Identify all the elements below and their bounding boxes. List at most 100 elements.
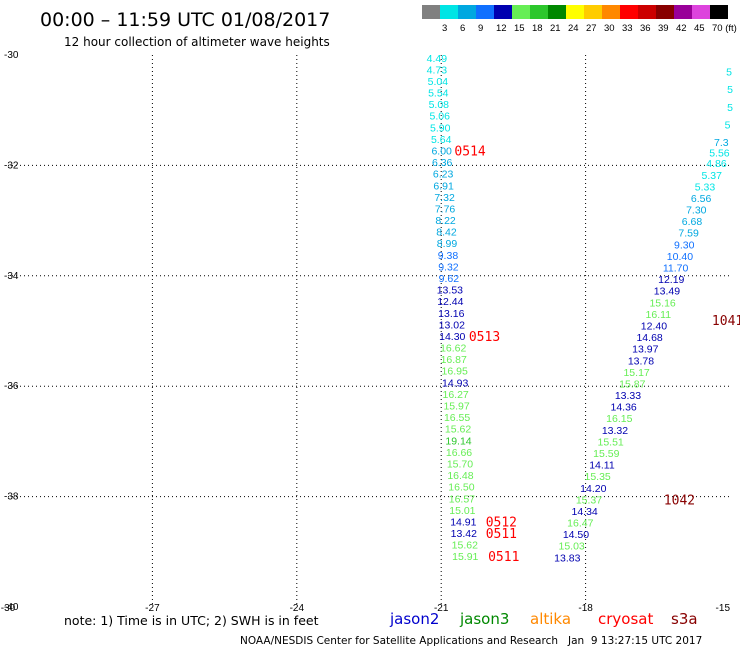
wave-height-value: 8.22 (435, 215, 456, 227)
wave-height-value: 13.42 (451, 528, 477, 540)
color-scale-swatch (584, 5, 602, 19)
wave-height-value: 13.83 (554, 552, 580, 564)
y-tick-label: -38 (4, 492, 19, 503)
y-tick-label: -36 (4, 381, 19, 392)
y-axis-ticks: -30 -32 -34 -36 -38 -40 (4, 50, 19, 613)
color-scale-swatch (692, 5, 710, 19)
x-tick-label: -30 (1, 603, 16, 614)
wave-height-value: 15.01 (449, 505, 475, 517)
wave-height-value: 13.97 (632, 344, 658, 356)
wave-height-value: 16.95 (442, 366, 468, 378)
wave-height-value: 5 (727, 84, 733, 96)
wave-height-value: 5.56 (709, 148, 730, 160)
color-scale-swatch (548, 5, 566, 19)
wave-height-value: 16.15 (606, 413, 632, 425)
pass-number-label: 0511 (486, 527, 517, 542)
grid-lines (8, 55, 730, 607)
figure-title: 00:00 – 11:59 UTC 01/08/2017 (40, 9, 330, 31)
color-scale-label: 9 (478, 23, 483, 34)
color-scale-label: 45 (694, 23, 705, 34)
pass-number-label: 0512 (486, 515, 517, 530)
wave-height-value: 13.33 (615, 390, 641, 402)
wave-height-value: 16.62 (440, 343, 466, 355)
color-scale-swatch (620, 5, 638, 19)
color-scale-swatch (458, 5, 476, 19)
color-scale-label: 39 (658, 23, 669, 34)
x-tick-label: -15 (716, 603, 731, 614)
wave-height-values: 4.494.735.045.545.085.065.905.646.006.36… (427, 53, 733, 565)
color-scale-label: 12 (496, 23, 507, 34)
color-scale-label: 42 (676, 23, 687, 34)
wave-height-value: 16.47 (567, 518, 593, 530)
wave-height-value: 5.04 (428, 76, 449, 88)
wave-height-value: 5.06 (430, 111, 451, 123)
wave-height-value: 15.97 (443, 401, 469, 413)
wave-height-value: 9.38 (438, 250, 459, 262)
plot-frame (8, 55, 730, 607)
wave-height-value: 16.48 (447, 470, 473, 482)
color-scale-swatch (476, 5, 494, 19)
wave-height-value: 5 (725, 120, 731, 132)
wave-height-value: 7.76 (435, 203, 456, 215)
x-tick-label: -18 (578, 603, 593, 614)
wave-height-value: 13.49 (654, 286, 680, 298)
satellite-legend: jason2 jason3 altika cryosat s3a (389, 610, 698, 628)
wave-height-value: 16.66 (446, 447, 472, 459)
wave-height-value: 6.23 (433, 169, 454, 181)
wave-height-value: 5.54 (428, 88, 449, 100)
color-scale-swatch (656, 5, 674, 19)
wave-height-value: 11.70 (663, 263, 689, 275)
color-scale-swatch (602, 5, 620, 19)
wave-height-value: 5 (727, 102, 733, 114)
color-scale-label: 30 (604, 23, 615, 34)
wave-height-value: 16.55 (444, 412, 470, 424)
wave-height-value: 15.16 (649, 297, 675, 309)
color-scale-label: 33 (622, 23, 633, 34)
wave-height-value: 7.3 (714, 137, 729, 149)
wave-height-value: 16.87 (441, 354, 467, 366)
wave-height-value: 14.68 (636, 332, 662, 344)
wave-height-value: 6.36 (432, 157, 453, 169)
color-scale-swatch (422, 5, 440, 19)
wave-height-value: 15.87 (619, 378, 645, 390)
plot-area: -30 -27 -24 -21 -18 -15 -30 -32 -34 -36 -38 -40 4.… (1, 50, 740, 614)
wave-height-value: 12.19 (658, 274, 684, 286)
wave-height-color-scale: 3 6 9 12 15 18 21 24 27 30 33 36 39 42 45 70 (ft) (422, 5, 737, 34)
wave-height-value: 19.14 (445, 435, 471, 447)
wave-height-value: 13.78 (628, 355, 654, 367)
wave-height-value: 16.27 (442, 389, 468, 401)
legend-entry-altika: altika (530, 610, 571, 628)
pass-number-label: 0514 (454, 144, 485, 159)
wave-height-value: 6.91 (433, 180, 454, 192)
wave-height-value: 9.30 (674, 239, 695, 251)
wave-height-value: 16.11 (646, 309, 672, 321)
wave-height-value: 4.73 (427, 64, 448, 76)
wave-height-value: 15.70 (447, 458, 473, 470)
color-scale-label: 70 (ft) (712, 23, 737, 34)
wave-height-value: 14.11 (589, 460, 615, 472)
wave-height-value: 15.37 (576, 494, 602, 506)
wave-height-value: 12.44 (437, 296, 463, 308)
wave-height-value: 14.20 (580, 483, 606, 495)
wave-height-value: 16.50 (448, 482, 474, 494)
wave-height-value: 5.33 (695, 181, 716, 193)
wave-height-value: 14.50 (563, 529, 589, 541)
wave-height-value: 12.40 (641, 320, 667, 332)
wave-height-value: 15.51 (597, 436, 623, 448)
wave-height-value: 6.56 (691, 193, 712, 205)
y-tick-label: -40 (4, 602, 19, 613)
wave-height-value: 15.62 (445, 424, 471, 436)
wave-height-value: 14.91 (450, 516, 476, 528)
color-scale-label: 15 (514, 23, 525, 34)
color-scale-swatch (674, 5, 692, 19)
wave-height-value: 4.49 (427, 53, 448, 65)
wave-height-value: 15.59 (593, 448, 619, 460)
wave-height-value: 9.62 (439, 273, 460, 285)
wave-height-value: 13.16 (438, 308, 464, 320)
wave-height-value: 7.32 (434, 192, 455, 204)
wave-height-value: 5.64 (431, 134, 452, 146)
wave-height-value: 15.62 (452, 540, 478, 552)
color-scale-label: 18 (532, 23, 543, 34)
wave-height-value: 8.99 (437, 238, 458, 250)
